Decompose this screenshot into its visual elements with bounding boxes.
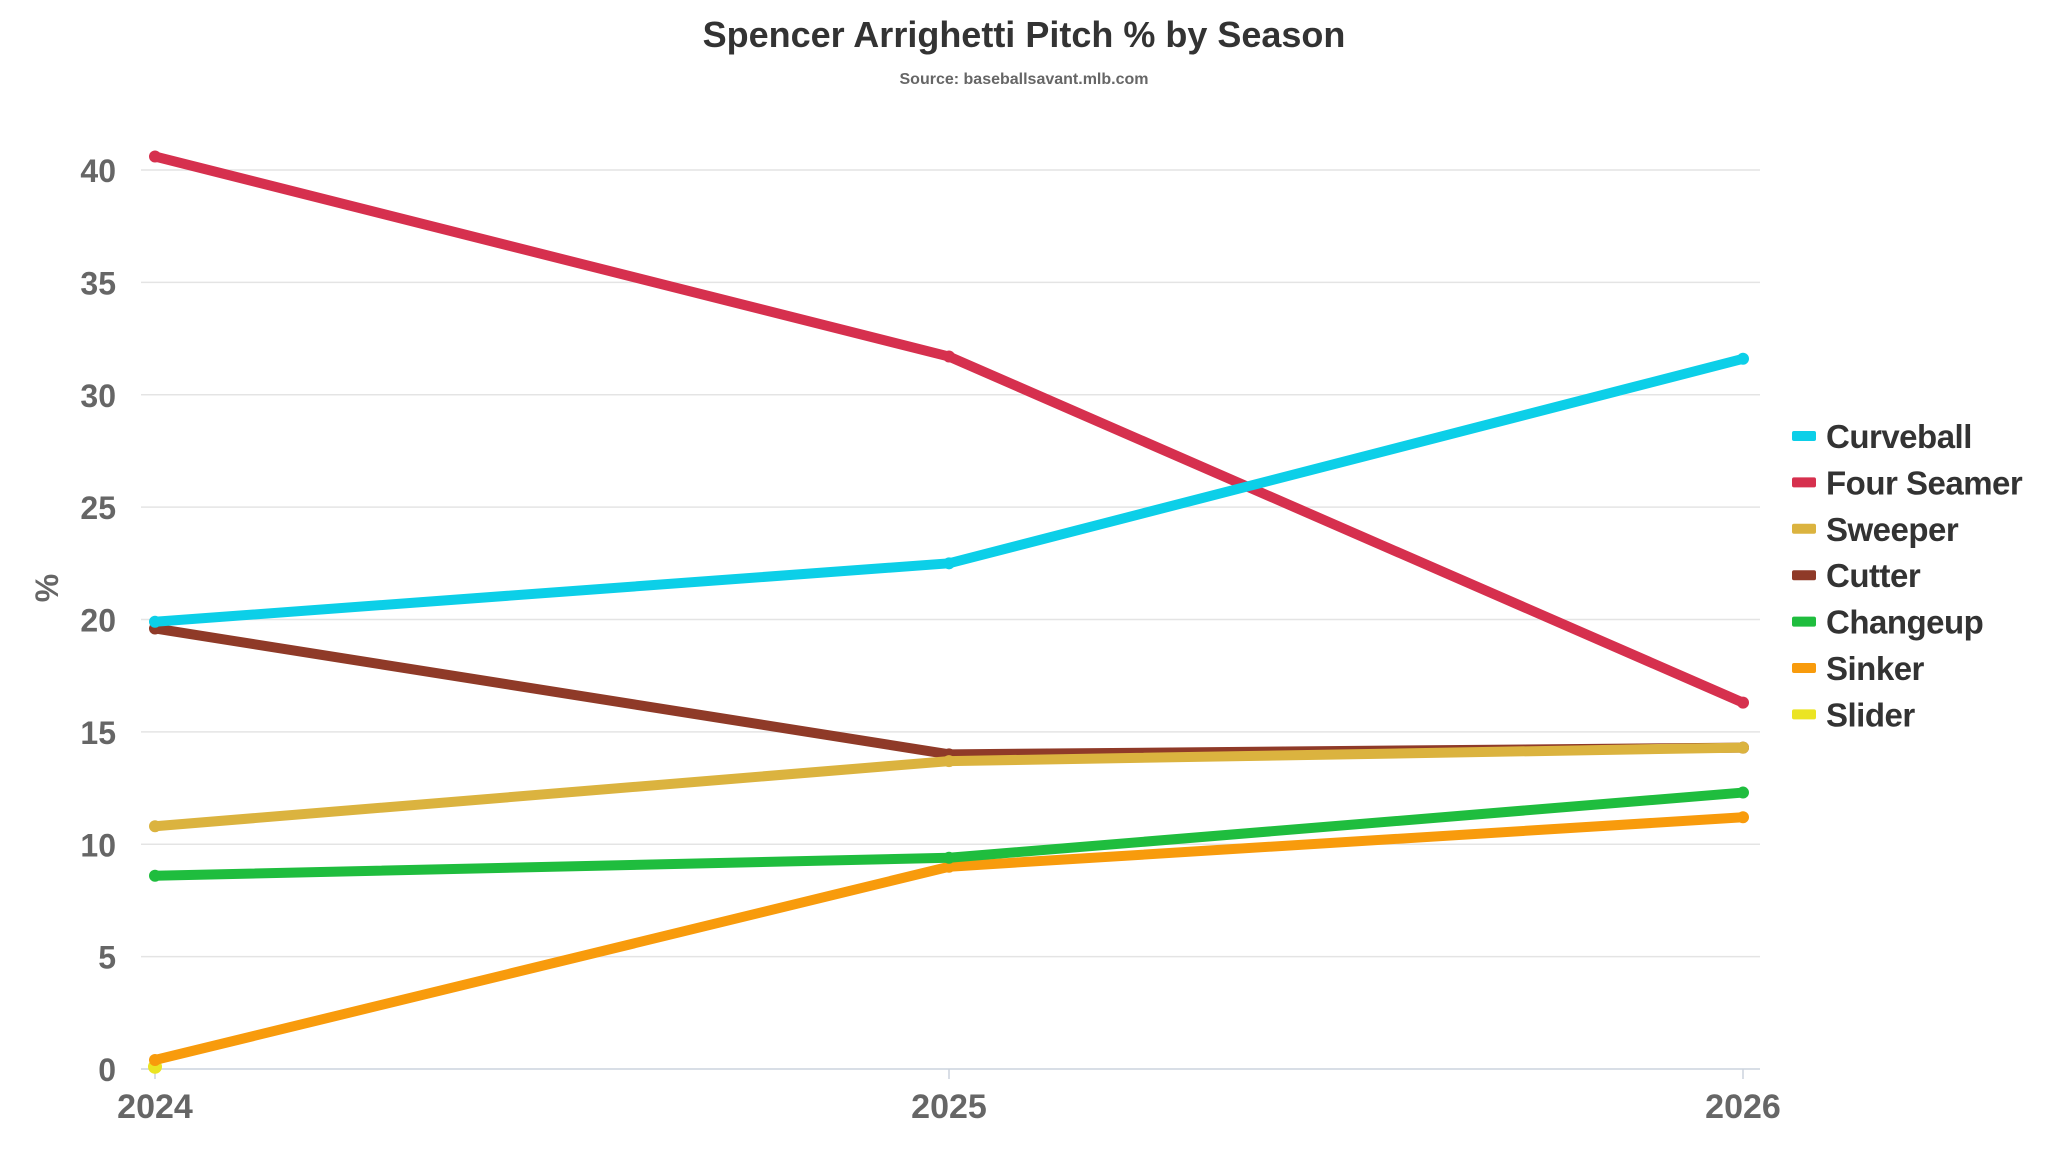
data-point-sinker <box>149 1054 161 1067</box>
data-point-changeup <box>149 869 161 882</box>
data-point-sinker <box>1737 811 1749 824</box>
legend-label: Cutter <box>1826 557 1921 594</box>
legend-item-curveball[interactable]: Curveball <box>1792 418 1972 455</box>
data-point-curveball <box>943 557 955 570</box>
data-point-sweeper <box>1737 741 1749 754</box>
legend-swatch <box>1792 431 1816 441</box>
data-point-curveball <box>149 615 161 628</box>
x-tick-label: 2024 <box>117 1088 193 1126</box>
data-point-four-seamer <box>149 150 161 163</box>
y-tick-label: 35 <box>80 265 116 301</box>
legend-item-four-seamer[interactable]: Four Seamer <box>1792 464 2023 501</box>
legend-swatch <box>1792 523 1816 534</box>
series-line-four-seamer <box>150 151 1748 708</box>
legend-item-slider[interactable]: Slider <box>1792 696 1916 733</box>
legend-label: Curveball <box>1826 418 1972 455</box>
legend-swatch <box>1792 477 1816 488</box>
data-point-changeup <box>1737 786 1749 799</box>
legend-label: Four Seamer <box>1826 464 2023 501</box>
chart-subtitle: Source: baseballsavant.mlb.com <box>900 71 1149 88</box>
y-axis-label: % <box>29 574 65 602</box>
legend: Curveball Four Seamer Sweeper Cutter Changeu… <box>1792 418 2023 733</box>
legend-item-sinker[interactable]: Sinker <box>1792 650 1925 687</box>
x-tick-labels: 2024 2025 2026 <box>117 1069 1781 1126</box>
legend-item-sweeper[interactable]: Sweeper <box>1792 511 1959 548</box>
legend-item-changeup[interactable]: Changeup <box>1792 604 1984 641</box>
legend-swatch <box>1792 663 1816 673</box>
legend-label: Sinker <box>1826 650 1925 687</box>
y-tick-label: 25 <box>80 490 116 526</box>
y-tick-label: 5 <box>98 940 116 976</box>
y-tick-labels: 0 5 10 15 20 25 30 35 40 <box>80 153 116 1088</box>
series-lines <box>148 150 1749 1074</box>
legend-swatch <box>1792 570 1816 581</box>
legend-label: Sweeper <box>1826 511 1959 548</box>
data-point-changeup <box>943 851 955 864</box>
data-point-four-seamer <box>1737 696 1749 709</box>
x-tick-label: 2026 <box>1705 1088 1781 1126</box>
y-tick-label: 20 <box>80 603 116 639</box>
y-tick-label: 10 <box>80 827 116 863</box>
legend-label: Slider <box>1826 696 1915 733</box>
data-point-sinker <box>943 860 955 873</box>
data-point-sweeper <box>149 820 161 833</box>
y-tick-label: 0 <box>98 1052 116 1088</box>
data-point-curveball <box>1737 352 1749 365</box>
legend-swatch <box>1792 709 1816 720</box>
legend-item-cutter[interactable]: Cutter <box>1792 557 1921 594</box>
legend-label: Changeup <box>1826 604 1983 641</box>
y-tick-label: 40 <box>80 153 116 189</box>
data-point-sweeper <box>943 755 955 768</box>
data-point-four-seamer <box>943 350 955 363</box>
chart-title: Spencer Arrighetti Pitch % by Season <box>703 14 1346 55</box>
y-tick-label: 15 <box>80 715 116 751</box>
series-line-cutter <box>150 623 1748 760</box>
gridlines <box>141 169 1760 1070</box>
x-tick-label: 2025 <box>911 1088 987 1126</box>
series-line-curveball <box>150 353 1748 627</box>
y-tick-label: 30 <box>80 378 116 414</box>
legend-swatch <box>1792 616 1816 627</box>
